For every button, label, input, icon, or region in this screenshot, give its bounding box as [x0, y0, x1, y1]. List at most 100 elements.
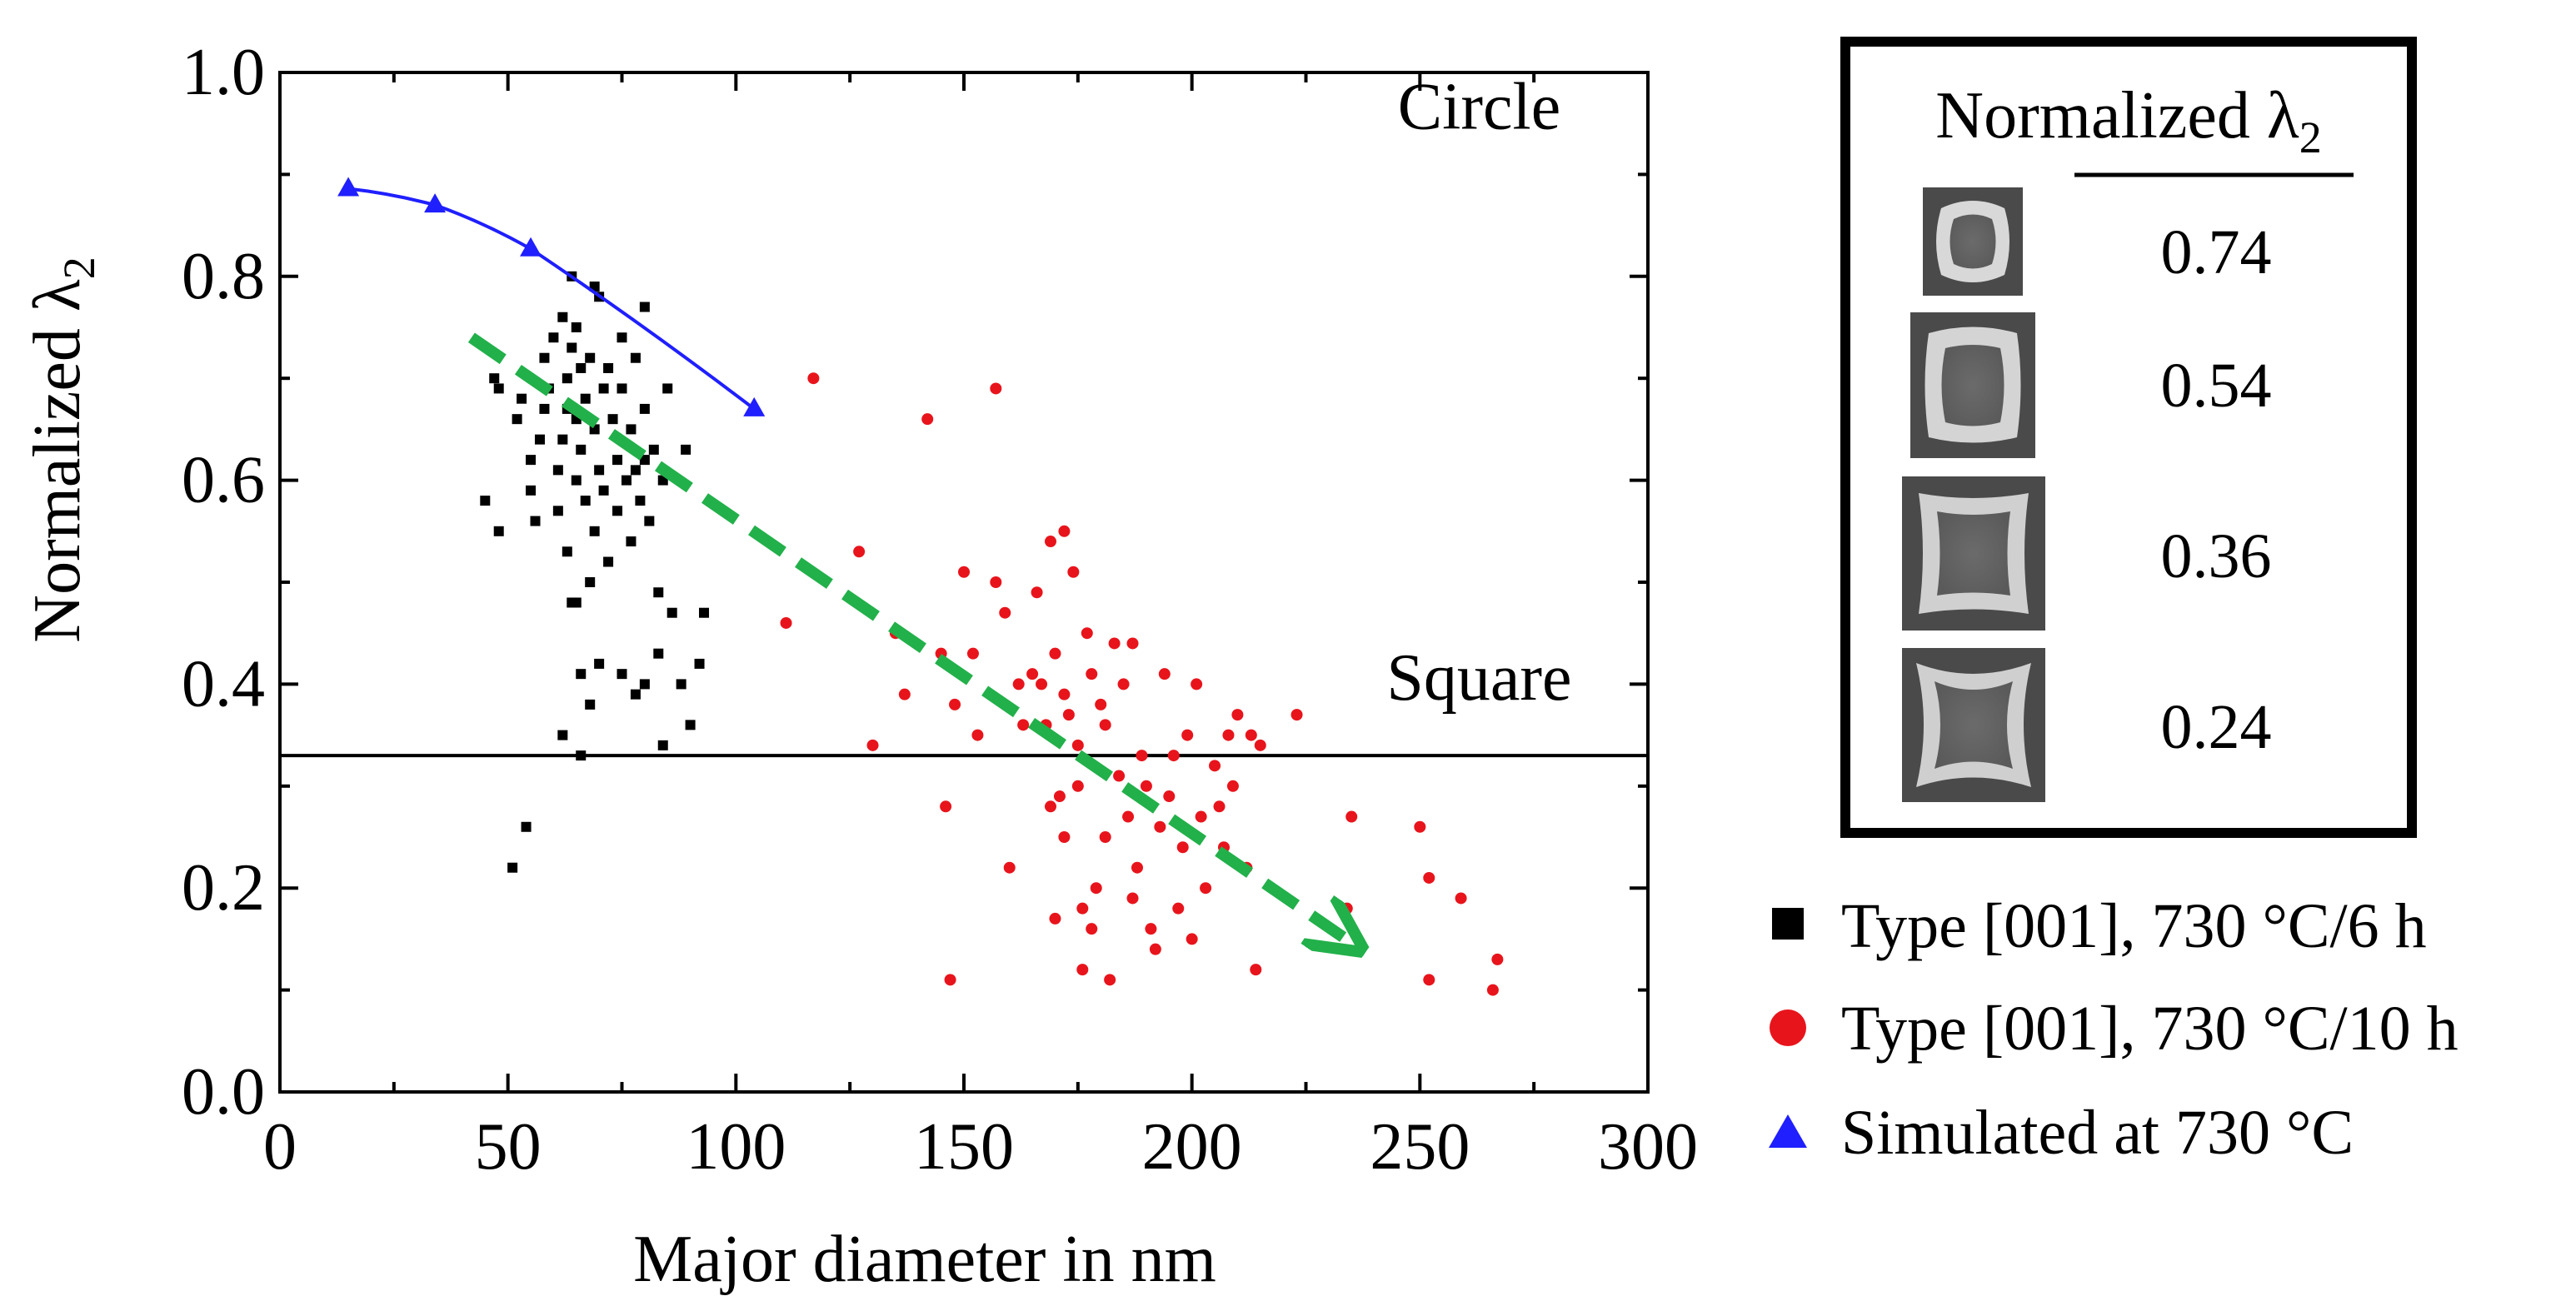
data-point-red-circle — [1117, 678, 1130, 690]
data-point-red-circle — [958, 566, 970, 578]
data-point-red-circle — [807, 372, 820, 385]
data-point-black-square — [603, 556, 614, 567]
data-point-black-square — [534, 434, 545, 445]
data-point-black-square — [617, 332, 627, 343]
data-point-red-circle — [1213, 800, 1226, 813]
y-axis-title-main: Normalized λ — [21, 279, 94, 643]
data-point-black-square — [493, 383, 504, 394]
data-point-black-square — [517, 393, 527, 404]
data-point-black-square — [557, 730, 568, 740]
data-point-black-square — [626, 536, 637, 547]
data-point-red-circle — [1062, 709, 1075, 721]
data-point-red-circle — [940, 800, 952, 813]
data-point-red-circle — [1423, 871, 1435, 884]
data-point-black-square — [598, 485, 609, 496]
data-point-red-circle — [1136, 750, 1148, 762]
data-point-red-circle — [1031, 586, 1043, 599]
particle-image-3 — [1902, 476, 2045, 631]
legend-marker-black-square — [1772, 908, 1804, 940]
data-point-black-square — [694, 658, 705, 669]
data-point-red-circle — [1104, 974, 1116, 986]
y-tick-label: 1.0 — [182, 36, 265, 109]
data-point-red-circle — [1099, 831, 1111, 843]
data-point-red-circle — [1172, 902, 1185, 915]
data-point-red-circle — [1071, 780, 1084, 792]
data-point-red-circle — [1191, 678, 1203, 690]
x-axis-title: Major diameter in nm — [633, 1223, 1216, 1296]
data-point-red-circle — [1086, 923, 1098, 935]
data-point-red-circle — [1049, 912, 1061, 925]
data-point-black-square — [594, 658, 605, 669]
data-point-black-square — [557, 434, 568, 445]
data-point-red-circle — [1108, 637, 1121, 650]
data-point-red-circle — [990, 576, 1002, 588]
y-axis-ticks: 0.0 0.2 0.4 0.6 0.8 1.0 — [182, 36, 1648, 1129]
data-point-red-circle — [1003, 861, 1016, 874]
data-point-black-square — [594, 465, 605, 476]
data-point-black-square — [662, 383, 673, 394]
y-tick-label: 0.4 — [182, 647, 265, 720]
y-tick-label: 0.8 — [182, 240, 265, 313]
data-point-red-circle — [1414, 820, 1426, 833]
data-point-black-square — [576, 669, 587, 680]
legend-label-2: Type [001], 730 °C/10 h — [1841, 994, 2459, 1064]
x-tick-label: 200 — [1142, 1110, 1242, 1184]
data-point-red-circle — [780, 616, 792, 629]
data-point-black-square — [521, 821, 532, 832]
y-tick-label: 0.6 — [182, 444, 265, 517]
annotation-circle: Circle — [1398, 70, 1560, 143]
data-point-black-square — [580, 496, 591, 506]
data-point-black-square — [530, 516, 541, 526]
y-axis-title: Normalized λ2 — [21, 257, 104, 642]
data-point-black-square — [580, 393, 591, 404]
data-point-red-circle — [971, 729, 984, 741]
inset-value-1: 0.74 — [2161, 217, 2272, 287]
data-point-red-circle — [1181, 729, 1194, 741]
data-point-black-square — [571, 475, 582, 486]
data-point-black-square — [548, 332, 559, 343]
data-point-black-square — [552, 506, 563, 516]
data-point-red-circle — [1254, 739, 1266, 751]
data-point-black-square — [685, 720, 696, 730]
data-point-red-circle — [1017, 719, 1030, 731]
data-point-black-square — [585, 577, 596, 587]
data-point-red-circle — [1036, 678, 1048, 690]
data-point-red-circle — [1058, 831, 1071, 843]
data-point-red-circle — [1053, 790, 1066, 803]
data-point-black-square — [562, 546, 572, 557]
data-point-black-square — [681, 444, 691, 455]
data-point-red-circle — [1345, 810, 1358, 823]
data-point-red-circle — [1231, 709, 1244, 721]
data-point-black-square — [639, 403, 650, 414]
data-point-red-circle — [1058, 525, 1071, 537]
data-point-red-circle — [1176, 841, 1189, 854]
x-tick-label: 250 — [1370, 1110, 1470, 1184]
data-point-black-square — [635, 496, 646, 506]
data-point-black-square — [512, 414, 522, 425]
data-point-black-square — [657, 740, 668, 750]
legend-marker-red-circle — [1770, 1009, 1806, 1046]
data-point-red-circle — [1099, 719, 1111, 731]
data-point-red-circle — [1067, 566, 1080, 578]
data-point-black-square — [699, 607, 710, 618]
y-tick-label: 0.2 — [182, 851, 265, 925]
x-tick-label: 100 — [686, 1110, 786, 1184]
data-point-red-circle — [898, 688, 911, 700]
data-point-red-circle — [1200, 882, 1212, 895]
data-point-black-square — [507, 862, 518, 873]
data-point-red-circle — [1071, 739, 1084, 751]
data-point-black-square — [526, 455, 537, 466]
data-point-red-circle — [1158, 668, 1171, 680]
legend: Type [001], 730 °C/6 h Type [001], 730 °… — [1769, 891, 2459, 1168]
data-point-black-square — [607, 414, 618, 425]
data-point-red-circle — [1113, 770, 1126, 782]
data-point-red-circle — [1186, 933, 1198, 945]
data-point-red-circle — [944, 974, 956, 986]
data-point-red-circle — [1163, 790, 1176, 803]
x-tick-label: 50 — [475, 1110, 542, 1184]
legend-label-3: Simulated at 730 °C — [1841, 1098, 2354, 1168]
data-point-red-circle — [1423, 974, 1435, 986]
inset-value-3: 0.36 — [2161, 521, 2272, 591]
x-tick-label: 150 — [914, 1110, 1014, 1184]
annotation-square: Square — [1386, 641, 1571, 715]
